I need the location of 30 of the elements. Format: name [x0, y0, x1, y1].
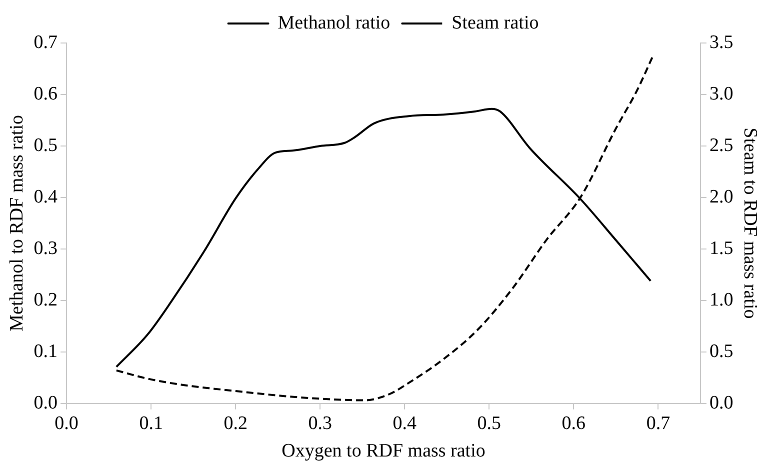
- y-tick-label: 0.3: [34, 238, 58, 259]
- y2-tick-label: 0.5: [709, 340, 734, 362]
- y2-tick-label: 1.5: [709, 238, 734, 259]
- y2-tick-label: 2.5: [709, 134, 734, 156]
- y2-tick-label: 0.0: [709, 392, 734, 414]
- legend-label: Steam ratio: [452, 12, 539, 34]
- y-tick-label: 0.2: [34, 289, 58, 310]
- y-tick-label: 0.1: [34, 340, 58, 362]
- y-tick-label: 0.5: [34, 134, 58, 156]
- x-tick-label: 0.0: [54, 412, 78, 434]
- x-tick-label: 0.7: [646, 412, 670, 434]
- line-series: [115, 56, 654, 402]
- legend-label: Methanol ratio: [278, 12, 390, 34]
- y2-tick-label: 2.0: [709, 186, 734, 208]
- y-tick-label: 0.4: [34, 186, 58, 208]
- x-tick-label: 0.2: [224, 412, 248, 434]
- x-axis-title: Oxygen to RDF mass ratio: [282, 440, 486, 462]
- x-tick-label: 0.5: [477, 412, 502, 434]
- y-tick-label: 0.7: [34, 32, 58, 53]
- x-tick-label: 0.3: [308, 412, 332, 434]
- y2-tick-label: 3.5: [709, 32, 734, 53]
- y2-axis-title: Steam to RDF mass ratio: [740, 128, 761, 319]
- y-axis-title: Methanol to RDF mass ratio: [6, 115, 28, 332]
- x-tick-label: 0.6: [562, 412, 586, 434]
- x-tick-label: 0.4: [392, 412, 418, 434]
- y2-tick-label: 3.0: [709, 83, 734, 104]
- y-tick-label: 0.0: [34, 392, 58, 414]
- x-tick-label: 0.1: [139, 412, 163, 434]
- y-tick-label: 0.6: [34, 83, 58, 104]
- y2-tick-label: 1.0: [709, 289, 734, 310]
